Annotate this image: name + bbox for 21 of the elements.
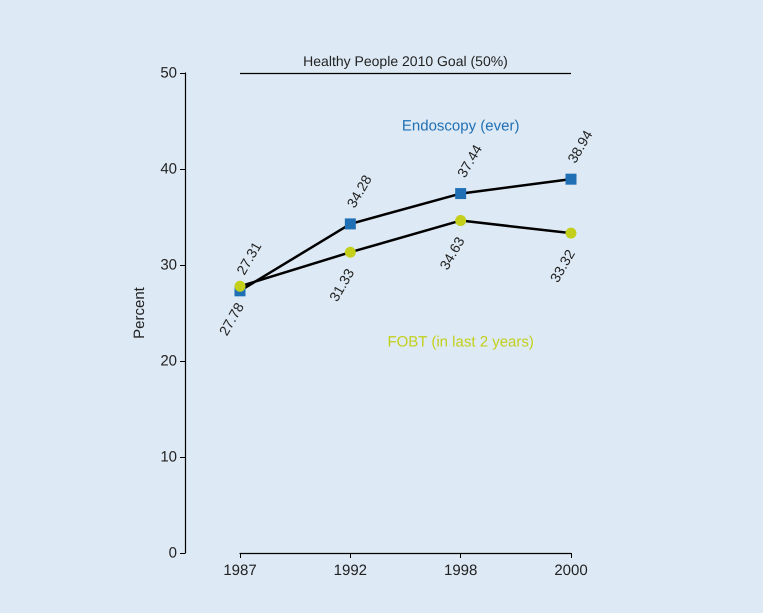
point [455,215,466,226]
text: FOBT (in last 2 years) [387,333,534,350]
y-tick-label: 20 [160,352,177,370]
point [234,280,246,292]
point [566,228,576,239]
y-tick-label: 10 [160,448,177,466]
x-tick-label: 1987 [223,562,257,579]
ref-line-label: Healthy People 2010 Goal (50%) [303,53,508,69]
point [455,188,466,200]
y-tick-label: 0 [168,544,177,562]
point [344,218,356,230]
y-axis-title: Percent [131,286,148,339]
y-tick-label: 50 [160,64,177,82]
x-tick-label: 1992 [334,562,368,579]
y-tick-label: 30 [160,256,177,274]
x-tick-label: 1998 [444,562,478,579]
text: Endoscopy (ever) [402,117,520,134]
point [344,246,356,258]
x-tick-label: 2000 [554,562,588,579]
y-tick-label: 40 [160,160,177,178]
point [566,174,576,185]
